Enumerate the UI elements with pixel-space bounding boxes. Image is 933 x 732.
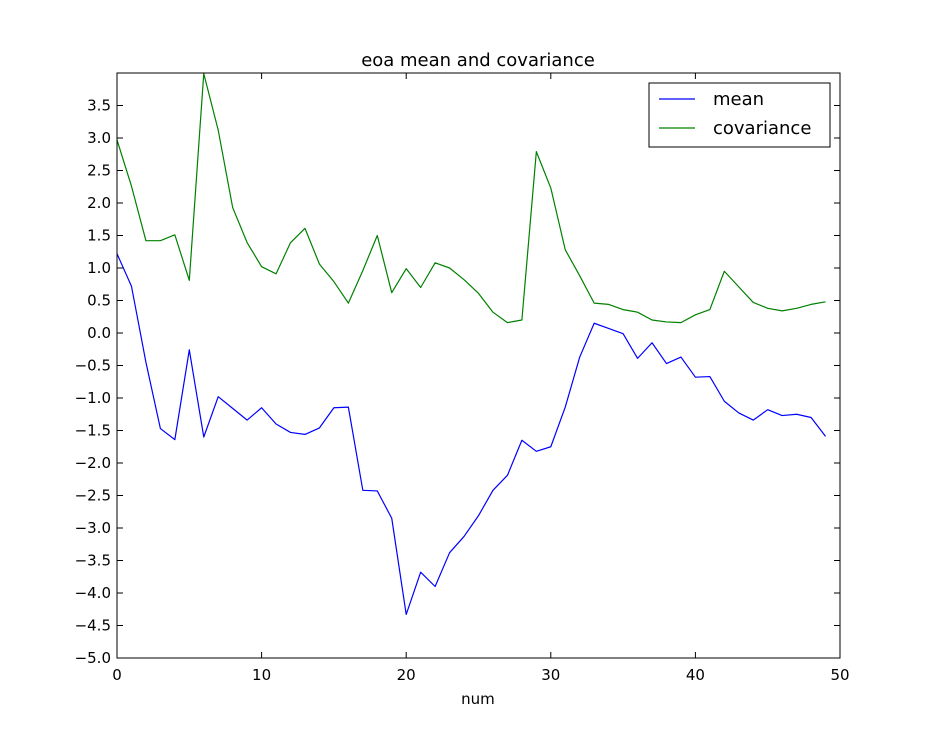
y-tick-label: −2.5 (75, 487, 111, 505)
series-layer (116, 73, 827, 616)
legend-label-covariance: covariance (713, 118, 811, 139)
legend-label-mean: mean (713, 89, 764, 110)
y-tick-label: −2.0 (75, 454, 111, 472)
y-tick-label: 0.5 (87, 292, 111, 310)
chart-title: eoa mean and covariance (361, 50, 595, 71)
y-tick-label: −4.5 (75, 617, 111, 635)
x-tick-label: 0 (112, 666, 122, 684)
y-tick-label: −1.0 (75, 389, 111, 407)
y-tick-label: −4.0 (75, 584, 111, 602)
series-line-covariance (116, 73, 826, 324)
x-axis-ticks: 0 10 20 30 40 50 (112, 73, 850, 684)
x-tick-label: 20 (397, 666, 416, 684)
y-tick-label: −3.5 (75, 552, 111, 570)
legend-box (648, 82, 831, 148)
y-tick-label: −5.0 (75, 649, 111, 667)
x-tick-label: 40 (686, 666, 705, 684)
x-tick-label: 50 (830, 666, 849, 684)
y-tick-label: 3.5 (87, 97, 111, 115)
x-axis-label: num (461, 690, 495, 708)
y-tick-label: 2.0 (87, 194, 111, 212)
legend: mean covariance (648, 82, 831, 148)
x-tick-label: 10 (252, 666, 271, 684)
y-tick-label: −3.0 (75, 519, 111, 537)
y-tick-label: −0.5 (75, 357, 111, 375)
x-tick-label: 30 (541, 666, 560, 684)
series-line-mean (116, 253, 827, 616)
y-tick-label: 3.0 (87, 129, 111, 147)
y-tick-label: 0.0 (87, 324, 111, 342)
y-tick-label: 1.0 (87, 259, 111, 277)
y-tick-label: 2.5 (87, 162, 111, 180)
y-tick-label: −1.5 (75, 422, 111, 440)
y-tick-label: 1.5 (87, 227, 111, 245)
y-axis-ticks: −5.0 −4.5 −4.0 −3.5 −3.0 −2.5 −2.0 −1.5 −1.0 −0.5… (75, 97, 840, 667)
